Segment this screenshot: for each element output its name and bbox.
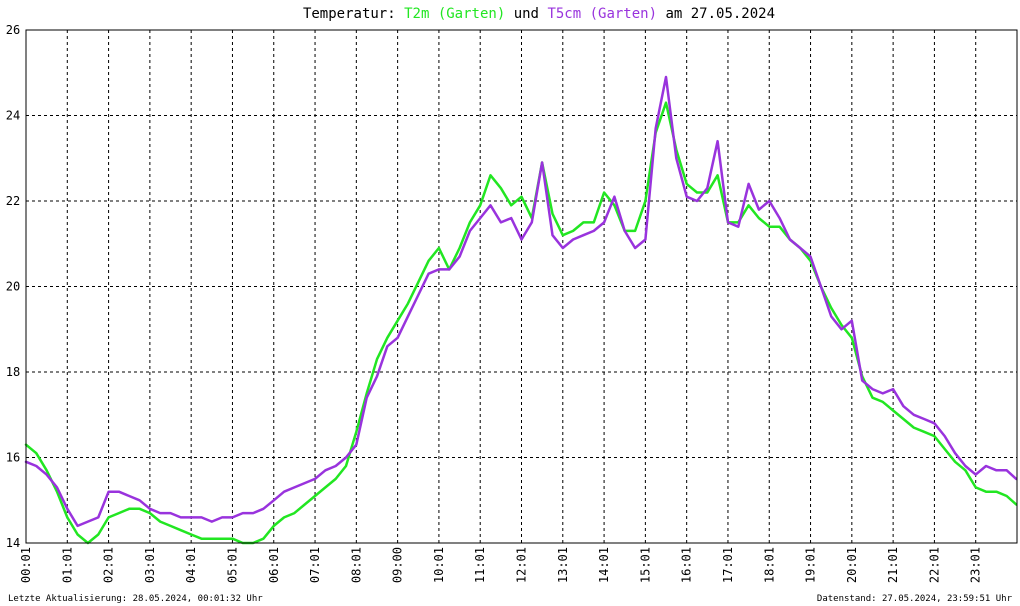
- y-tick-label: 26: [6, 23, 20, 37]
- x-tick-label: 13:01: [556, 547, 570, 583]
- y-tick-label: 16: [6, 451, 20, 465]
- x-tick-label: 00:01: [19, 547, 33, 583]
- x-tick-label: 02:01: [102, 547, 116, 583]
- series-line-t5cm: [24, 75, 1018, 528]
- y-axis-tick-labels: 14 16 18 20 22 24 26: [6, 23, 20, 550]
- x-tick-label: 05:01: [225, 547, 239, 583]
- x-axis-tick-labels: 00:01 01:01 02:01 03:01 04:01 05:01 06:01 07:01…: [19, 547, 983, 583]
- x-tick-label: 12:01: [515, 547, 529, 583]
- x-tick-label: 17:01: [721, 547, 735, 583]
- x-tick-label: 10:01: [432, 547, 446, 583]
- series-line-t2m: [24, 101, 1018, 545]
- y-tick-label: 20: [6, 280, 20, 294]
- x-tick-label: 19:01: [804, 547, 818, 583]
- x-tick-label: 08:01: [349, 547, 363, 583]
- x-tick-label: 03:01: [143, 547, 157, 583]
- x-tick-label: 04:01: [184, 547, 198, 583]
- chart-title: Temperatur: T2m (Garten) und T5cm (Garte…: [303, 6, 775, 22]
- title-date: am 27.05.2024: [665, 6, 775, 22]
- x-tick-label: 15:01: [638, 547, 652, 583]
- title-series2-label: T5cm (Garten): [547, 6, 657, 22]
- series-lines: [24, 75, 1018, 545]
- x-tick-label: 18:01: [762, 547, 776, 583]
- x-tick-label: 14:01: [597, 547, 611, 583]
- x-tick-label: 21:01: [886, 547, 900, 583]
- title-connector: und: [514, 6, 539, 22]
- x-tick-label: 09:00: [391, 547, 405, 583]
- x-tick-label: 01:01: [60, 547, 74, 583]
- plot-area-frame: [25, 29, 1018, 544]
- title-series1-label: T2m (Garten): [404, 6, 505, 22]
- grid-lines: [26, 30, 1017, 543]
- y-tick-label: 18: [6, 365, 20, 379]
- x-tick-label: 06:01: [267, 547, 281, 583]
- footer-last-update: Letzte Aktualisierung: 28.05.2024, 00:01…: [8, 594, 263, 604]
- title-prefix: Temperatur:: [303, 6, 396, 22]
- x-tick-label: 07:01: [308, 547, 322, 583]
- x-tick-label: 16:01: [680, 547, 694, 583]
- x-tick-label: 22:01: [927, 547, 941, 583]
- x-tick-label: 23:01: [969, 547, 983, 583]
- y-tick-label: 14: [6, 536, 20, 550]
- footer-data-status: Datenstand: 27.05.2024, 23:59:51 Uhr: [817, 594, 1013, 604]
- x-tick-label: 20:01: [845, 547, 859, 583]
- y-tick-label: 24: [6, 109, 20, 123]
- y-tick-label: 22: [6, 194, 20, 208]
- x-tick-label: 11:01: [473, 547, 487, 583]
